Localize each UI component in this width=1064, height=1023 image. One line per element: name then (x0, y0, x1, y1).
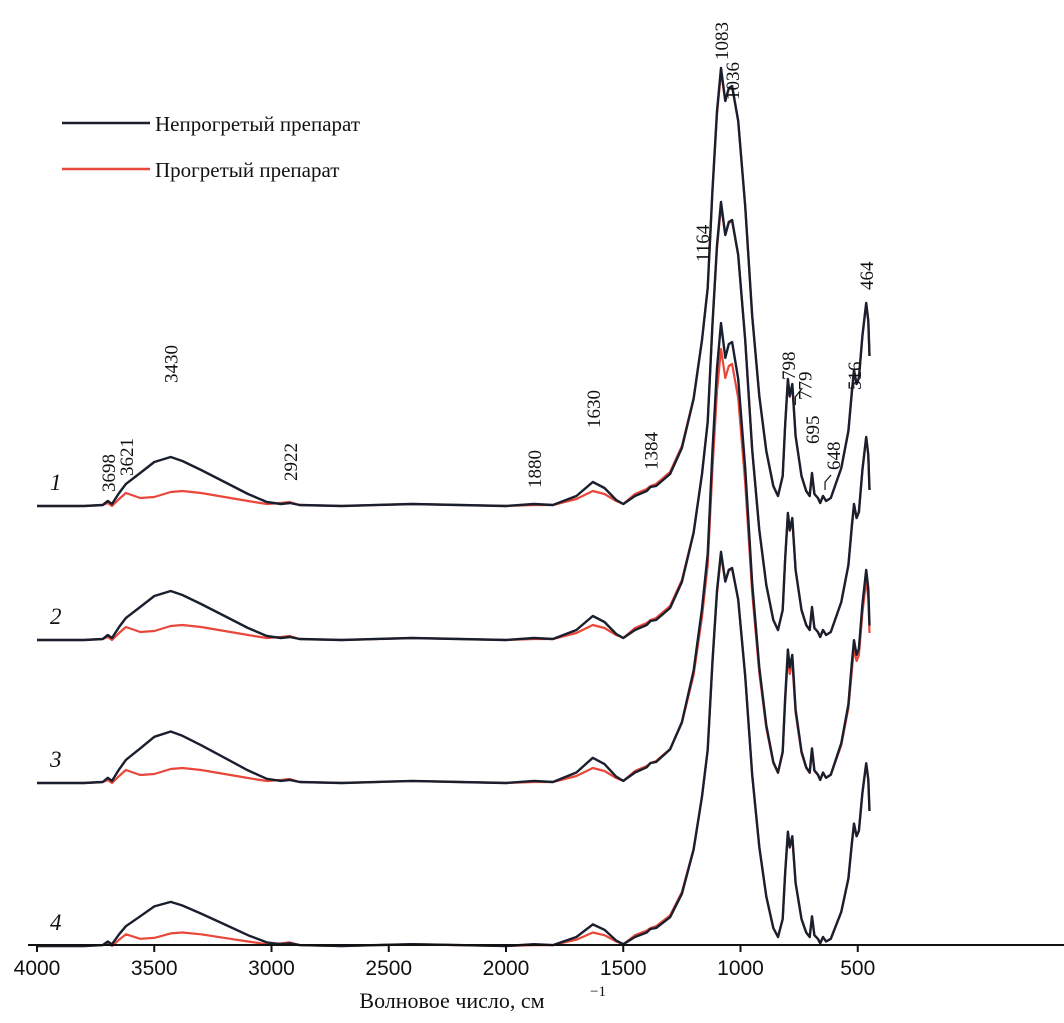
spectrum-4: 4 (37, 550, 871, 948)
series-heated-4 (37, 554, 871, 948)
peak-label-516: 516 (845, 362, 866, 391)
series-unheated-4 (37, 550, 871, 948)
x-axis-title: Волновое число, см (359, 988, 544, 1013)
x-tick-label-2000: 2000 (483, 957, 530, 980)
peak-label-695: 695 (803, 416, 824, 445)
peak-label-798: 798 (779, 352, 800, 381)
legend: Непрогретый препарат Прогретый препарат (62, 112, 360, 182)
x-tick-label-3000: 3000 (248, 957, 295, 980)
peak-leader-648 (824, 474, 832, 490)
peak-label-1880: 1880 (525, 450, 546, 488)
x-axis: 4000 3500 3000 2500 2000 1500 1000 500 (14, 944, 1064, 980)
peak-label-464: 464 (857, 261, 878, 290)
peak-label-1036: 1036 (723, 62, 744, 100)
peak-label-3430: 3430 (162, 345, 183, 383)
series-unheated-2 (37, 200, 871, 642)
x-tick-label-2500: 2500 (365, 957, 412, 980)
spectrum-number-2: 2 (50, 604, 62, 629)
spectrum-number-1: 1 (50, 470, 62, 495)
legend-label-heated: Прогретый препарат (155, 158, 339, 182)
x-axis-title-text: Волновое число, см (359, 988, 544, 1013)
peak-label-1083: 1083 (712, 22, 733, 60)
x-tick-label-1000: 1000 (717, 957, 764, 980)
series-heated-3 (37, 347, 871, 785)
spectrum-3: 3 (37, 321, 871, 785)
spectrum-number-4: 4 (50, 910, 62, 935)
peak-label-1384: 1384 (641, 432, 662, 471)
spectrum-1: 1 (37, 66, 871, 508)
x-tick-label-4000: 4000 (14, 957, 61, 980)
peak-label-2922: 2922 (281, 443, 302, 481)
peak-label-779: 779 (795, 372, 816, 401)
x-tick-label-3500: 3500 (131, 957, 178, 980)
peak-label-3698: 3698 (99, 454, 120, 492)
peak-leader-779 (794, 387, 803, 405)
spectrum-2: 2 (37, 200, 871, 642)
peak-label-1164: 1164 (693, 224, 714, 262)
peak-label-3621: 3621 (117, 438, 138, 476)
legend-label-unheated: Непрогретый препарат (155, 112, 360, 136)
x-tick-label-1500: 1500 (600, 957, 647, 980)
x-tick-label-500: 500 (840, 957, 875, 980)
series-heated-1 (37, 70, 871, 508)
x-axis-title-sup: −1 (590, 984, 606, 1000)
peak-label-1630: 1630 (584, 390, 605, 428)
spectra-series: 1 2 3 4 (37, 66, 871, 948)
series-heated-2 (37, 204, 871, 642)
series-unheated-1 (37, 66, 871, 508)
spectrum-number-3: 3 (49, 747, 62, 772)
series-unheated-3 (37, 321, 871, 785)
peak-label-648: 648 (824, 442, 845, 471)
